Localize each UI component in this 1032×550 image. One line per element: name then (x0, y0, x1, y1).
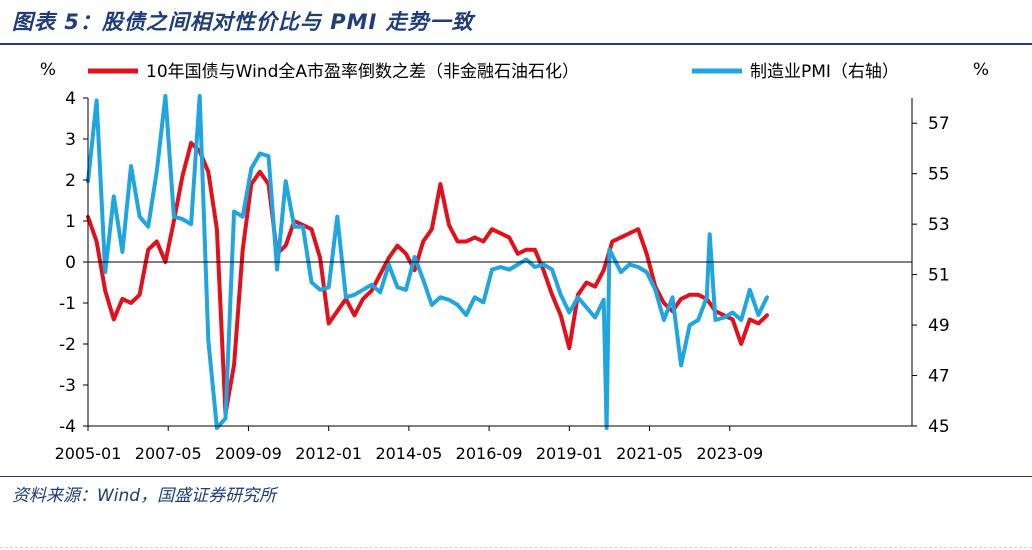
right-axis-tick-label: 49 (928, 316, 950, 336)
x-axis-tick-label: 2023-09 (696, 444, 763, 463)
legend-label-1: 10年国债与Wind全A市盈率倒数之差（非金融石油石化） (146, 62, 579, 82)
x-axis-tick-label: 2014-05 (375, 444, 442, 463)
right-axis-tick-label: 55 (928, 165, 950, 185)
legend: 10年国债与Wind全A市盈率倒数之差（非金融石油石化） 制造业PMI（右轴） (88, 62, 899, 82)
title-rule (0, 43, 1032, 45)
right-axis-tick-label: 53 (928, 215, 950, 235)
right-axis-tick-label: 51 (928, 266, 950, 286)
legend-label-2: 制造业PMI（右轴） (750, 62, 899, 82)
series-layer (86, 94, 769, 430)
x-axis-tick-label: 2019-01 (536, 444, 603, 463)
series-line-1 (86, 141, 769, 416)
left-axis-tick-label: 2 (65, 171, 76, 191)
left-axis-tick-label: -4 (59, 417, 76, 437)
right-axis-tick-label: 45 (928, 417, 950, 437)
left-axis-tick-label: 3 (65, 130, 76, 150)
left-axis-tick-label: -2 (59, 335, 76, 355)
x-axis-tick-label: 2005-01 (55, 444, 122, 463)
left-axis-tick-label: 1 (65, 212, 76, 232)
chart: 4 3 2 1 0 -1 -2 -3 -4 57 55 53 51 49 47 45 2005-01 2007-0… (40, 60, 989, 463)
x-axis-tick-label: 2016-09 (456, 444, 523, 463)
figure-title: 图表 5：股债之间相对性价比与 PMI 走势一致 (12, 10, 474, 34)
right-axis-tick-label: 47 (928, 367, 950, 387)
series-line-2 (86, 94, 769, 430)
right-axis-tick-label: 57 (928, 114, 950, 134)
axes-layer: 4 3 2 1 0 -1 -2 -3 -4 57 55 53 51 49 47 45 2005-01 2007-0… (40, 60, 989, 463)
left-axis-tick-label: -1 (59, 294, 76, 314)
left-axis-tick-label: 4 (65, 89, 76, 109)
x-axis-tick-label: 2009-09 (215, 444, 282, 463)
left-axis-tick-label: 0 (65, 253, 76, 273)
right-axis-unit-label: % (973, 60, 989, 80)
left-axis-unit-label: % (40, 60, 56, 80)
figure-source: 资料来源：Wind，国盛证券研究所 (12, 486, 277, 506)
bottom-rule (0, 547, 1032, 549)
source-rule (0, 476, 1032, 477)
x-axis-tick-label: 2007-05 (135, 444, 202, 463)
x-axis-tick-label: 2012-01 (295, 444, 362, 463)
x-axis-tick-label: 2021-05 (616, 444, 683, 463)
left-axis-tick-label: -3 (59, 376, 76, 396)
